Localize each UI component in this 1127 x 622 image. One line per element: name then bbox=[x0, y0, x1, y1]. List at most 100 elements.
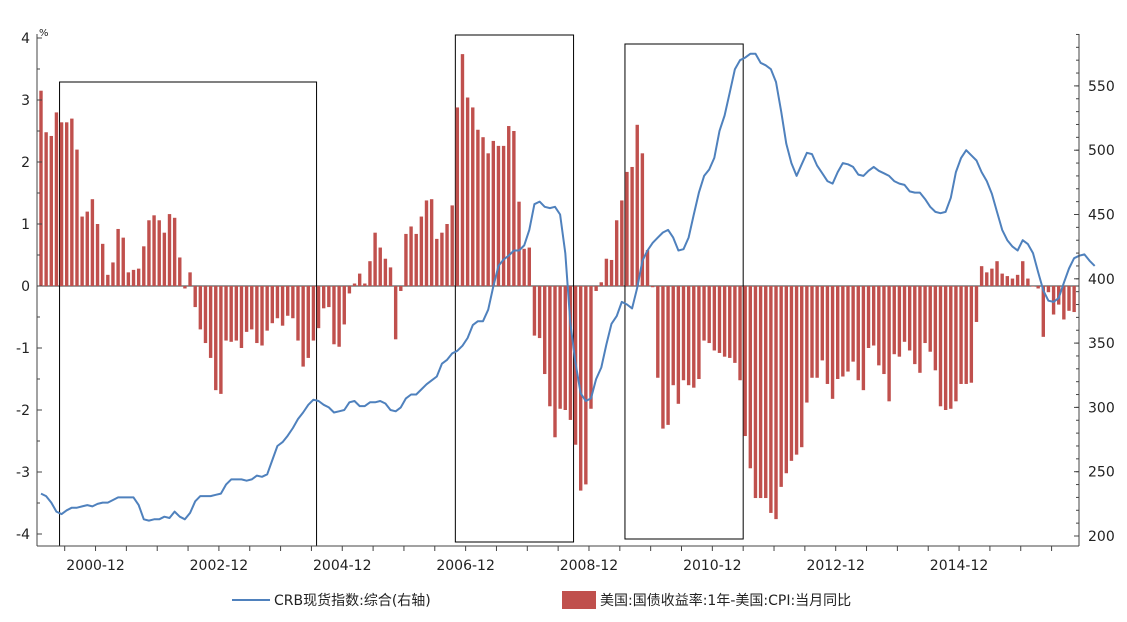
left-tick-label: -3 bbox=[16, 465, 30, 481]
bar bbox=[214, 286, 218, 391]
x-tick-label: 2012-12 bbox=[806, 558, 865, 574]
bar bbox=[481, 137, 485, 286]
bar bbox=[923, 286, 927, 344]
bar bbox=[722, 286, 727, 357]
bar bbox=[162, 232, 167, 286]
bar bbox=[764, 286, 768, 499]
bar bbox=[183, 286, 187, 289]
bar bbox=[465, 97, 470, 287]
left-tick-label: -4 bbox=[16, 527, 30, 543]
bar bbox=[604, 258, 609, 286]
bar bbox=[630, 166, 634, 286]
bar bbox=[429, 199, 434, 286]
bar bbox=[743, 286, 747, 437]
bar bbox=[1026, 278, 1030, 286]
bar bbox=[152, 215, 156, 286]
bar bbox=[969, 286, 974, 383]
bar bbox=[378, 247, 382, 286]
bar bbox=[265, 286, 269, 331]
bar bbox=[260, 286, 264, 346]
bar bbox=[974, 286, 979, 322]
bar bbox=[918, 286, 922, 373]
bar bbox=[584, 286, 588, 485]
bar-series bbox=[39, 54, 1076, 520]
bar bbox=[1051, 286, 1056, 315]
bar bbox=[322, 286, 326, 309]
bar bbox=[388, 267, 393, 286]
bar bbox=[106, 274, 110, 286]
bar bbox=[65, 122, 69, 286]
bar bbox=[707, 286, 711, 344]
bar bbox=[383, 258, 388, 286]
bar bbox=[928, 286, 932, 352]
bar bbox=[275, 286, 280, 319]
bar bbox=[748, 286, 753, 469]
bar bbox=[789, 286, 794, 461]
bar bbox=[178, 257, 182, 286]
bar bbox=[219, 286, 223, 394]
bar bbox=[537, 286, 542, 339]
bar bbox=[758, 286, 763, 499]
bar bbox=[1062, 286, 1066, 320]
line-series bbox=[40, 52, 1096, 522]
bar bbox=[435, 238, 439, 286]
legend-label-line: CRB现货指数:综合(右轴) bbox=[274, 592, 431, 609]
bar bbox=[712, 286, 717, 351]
bar bbox=[599, 282, 603, 286]
bar bbox=[167, 214, 172, 286]
bar bbox=[404, 233, 408, 286]
bar bbox=[779, 286, 783, 487]
bar bbox=[121, 237, 125, 286]
bar bbox=[352, 283, 357, 286]
bar bbox=[656, 286, 660, 378]
bar bbox=[311, 286, 316, 341]
bar bbox=[1031, 286, 1035, 287]
bar bbox=[316, 286, 321, 329]
left-tick-label: -1 bbox=[16, 341, 30, 357]
bar bbox=[507, 126, 511, 286]
bar bbox=[1072, 286, 1076, 313]
bar bbox=[337, 286, 341, 347]
bar bbox=[229, 286, 233, 342]
bar bbox=[681, 286, 686, 381]
bar bbox=[522, 248, 526, 286]
bar bbox=[666, 286, 670, 425]
bar bbox=[332, 286, 336, 345]
bar bbox=[620, 200, 624, 286]
bar bbox=[753, 286, 758, 499]
bar bbox=[85, 211, 89, 286]
bar bbox=[1046, 286, 1051, 293]
bar bbox=[964, 286, 968, 384]
bar bbox=[995, 261, 999, 286]
bar bbox=[892, 286, 896, 355]
bar bbox=[933, 286, 938, 371]
bar bbox=[280, 286, 285, 326]
bar bbox=[866, 286, 871, 348]
bar bbox=[414, 233, 418, 286]
bar bbox=[95, 224, 100, 286]
bar bbox=[861, 286, 866, 391]
bar bbox=[270, 286, 274, 324]
bar bbox=[882, 286, 886, 375]
bar bbox=[142, 246, 146, 286]
right-tick-label: 200 bbox=[1088, 529, 1115, 545]
bar bbox=[1010, 278, 1015, 286]
bar bbox=[851, 286, 855, 362]
bar bbox=[907, 286, 912, 351]
bar bbox=[234, 286, 239, 341]
bar bbox=[692, 286, 696, 388]
bar bbox=[897, 286, 902, 357]
bar bbox=[476, 129, 480, 286]
bar bbox=[491, 140, 496, 286]
bar bbox=[347, 286, 352, 294]
bar bbox=[455, 107, 460, 286]
bar bbox=[635, 124, 639, 286]
crb-line bbox=[40, 52, 1096, 522]
bar bbox=[486, 153, 490, 286]
bar bbox=[805, 286, 809, 403]
bar bbox=[188, 272, 192, 286]
bar bbox=[836, 286, 840, 379]
bar bbox=[548, 286, 552, 407]
bar bbox=[306, 286, 310, 358]
bar bbox=[640, 153, 645, 286]
